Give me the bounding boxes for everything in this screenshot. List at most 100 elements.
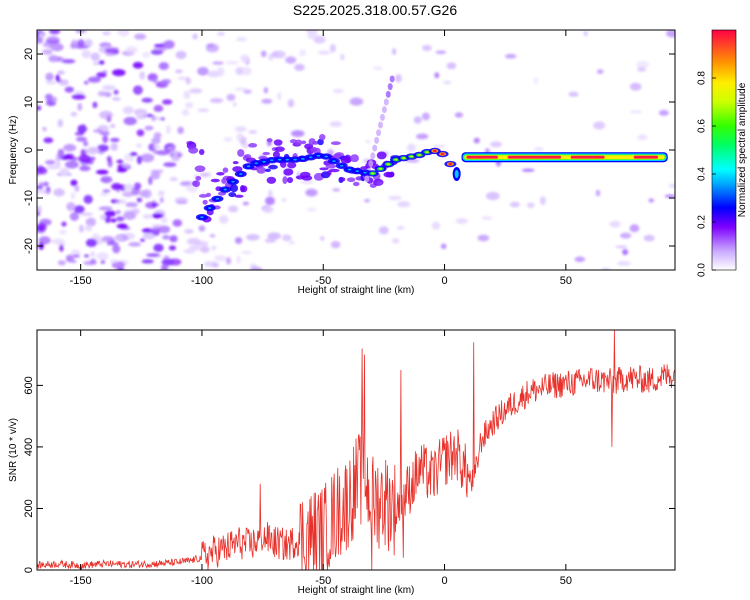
noise-blob bbox=[212, 61, 225, 65]
noise-blob bbox=[55, 242, 68, 246]
x-tick-label: 0 bbox=[441, 275, 447, 287]
noise-blob bbox=[413, 116, 422, 124]
noise-blob bbox=[526, 202, 535, 209]
ridge-blob bbox=[262, 151, 271, 156]
ridge-blob bbox=[194, 165, 206, 173]
noise-blob bbox=[264, 238, 276, 243]
snr-panel: -150 -100 -50 0 50 0 200 400 600 Height of strai… bbox=[8, 329, 676, 596]
colorbar-gradient bbox=[712, 30, 736, 270]
ridge-core-inner bbox=[277, 158, 282, 161]
noise-blob bbox=[155, 150, 170, 156]
noise-blob bbox=[160, 216, 168, 224]
x-tick-label: -50 bbox=[315, 275, 331, 287]
noise-blob bbox=[162, 235, 170, 240]
noise-blob bbox=[637, 134, 648, 141]
ridge-core-inner bbox=[347, 168, 352, 171]
noise-blob bbox=[151, 115, 156, 122]
noise-blob bbox=[232, 102, 238, 107]
ridge-blob bbox=[319, 167, 329, 171]
noise-blob bbox=[240, 54, 250, 63]
noise-blob bbox=[317, 50, 331, 55]
noise-blob bbox=[150, 49, 164, 55]
ridge-core-inner bbox=[425, 151, 429, 154]
noise-blob bbox=[189, 88, 203, 94]
noise-blob bbox=[481, 216, 493, 220]
ridge-branch-blob bbox=[372, 144, 378, 152]
noise-blob bbox=[100, 214, 106, 220]
x-tick-label: -150 bbox=[70, 575, 92, 587]
band-red-segment bbox=[507, 155, 561, 159]
noise-blob bbox=[158, 225, 171, 234]
noise-blob bbox=[85, 224, 93, 232]
noise-blob bbox=[214, 255, 227, 262]
ridge-core-inner bbox=[238, 173, 243, 175]
noise-blob bbox=[145, 201, 157, 209]
noise-blob bbox=[115, 210, 121, 215]
noise-blob bbox=[620, 232, 632, 239]
noise-blob bbox=[45, 72, 54, 82]
noise-blob bbox=[125, 202, 138, 208]
colorbar-tick-label: 0.4 bbox=[697, 167, 708, 181]
ridge-blob bbox=[256, 166, 266, 174]
y-tick-label: -10 bbox=[23, 190, 35, 206]
noise-blob bbox=[70, 39, 79, 49]
noise-blob bbox=[136, 129, 145, 137]
noise-blob bbox=[225, 257, 232, 265]
noise-blob bbox=[290, 130, 305, 137]
noise-blob bbox=[96, 72, 107, 78]
noise-blob bbox=[37, 185, 43, 190]
ridge-blob bbox=[376, 151, 387, 160]
noise-blob bbox=[71, 93, 86, 100]
ridge-blob bbox=[283, 168, 294, 176]
ridge-core-inner bbox=[417, 154, 422, 156]
noise-blob bbox=[102, 84, 116, 91]
snr-frame bbox=[36, 329, 676, 571]
noise-blob bbox=[84, 38, 93, 48]
noise-blob bbox=[521, 168, 535, 172]
noise-blob bbox=[236, 37, 247, 42]
noise-blob bbox=[248, 130, 258, 134]
noise-blob bbox=[106, 155, 112, 163]
noise-blob bbox=[109, 259, 120, 264]
ridge-blob bbox=[286, 176, 294, 184]
noise-blob bbox=[151, 137, 161, 145]
colorbar-tick-label: 0.0 bbox=[697, 263, 708, 277]
noise-blob bbox=[175, 50, 187, 60]
noise-blob bbox=[150, 171, 161, 180]
noise-blob bbox=[574, 256, 586, 263]
noise-blob bbox=[601, 267, 611, 270]
ridge-blob bbox=[198, 194, 208, 198]
noise-blob bbox=[199, 172, 211, 177]
ridge-branch-blob bbox=[376, 129, 382, 137]
noise-blob bbox=[397, 201, 411, 208]
noise-blob bbox=[108, 47, 120, 51]
noise-blob bbox=[45, 80, 57, 85]
noise-blob bbox=[329, 43, 336, 53]
noise-blob bbox=[406, 158, 420, 163]
noise-blob bbox=[37, 205, 42, 213]
noise-blob bbox=[396, 225, 405, 230]
noise-blob bbox=[123, 183, 134, 191]
ridge-core-inner bbox=[440, 153, 445, 155]
noise-blob bbox=[61, 221, 67, 227]
noise-blob bbox=[125, 46, 138, 54]
noise-blob bbox=[70, 179, 78, 187]
noise-blob bbox=[169, 177, 178, 182]
noise-blob bbox=[300, 180, 314, 184]
noise-blob bbox=[249, 266, 263, 270]
ridge-blob bbox=[294, 139, 303, 146]
noise-blob bbox=[226, 93, 236, 102]
ridge-blob bbox=[216, 171, 225, 176]
noise-blob bbox=[629, 82, 642, 91]
ridge-blob bbox=[301, 175, 313, 181]
ridge-blob bbox=[346, 177, 356, 183]
noise-blob bbox=[152, 78, 158, 84]
ridge-branch-blob bbox=[370, 152, 376, 160]
ridge-core-inner bbox=[332, 160, 336, 163]
x-tick-label: 0 bbox=[441, 575, 447, 587]
noise-blob bbox=[277, 50, 286, 59]
noise-blob bbox=[181, 109, 190, 116]
ridge-blob bbox=[350, 154, 359, 163]
noise-blob bbox=[583, 30, 588, 37]
ridge-core-inner bbox=[448, 163, 453, 165]
